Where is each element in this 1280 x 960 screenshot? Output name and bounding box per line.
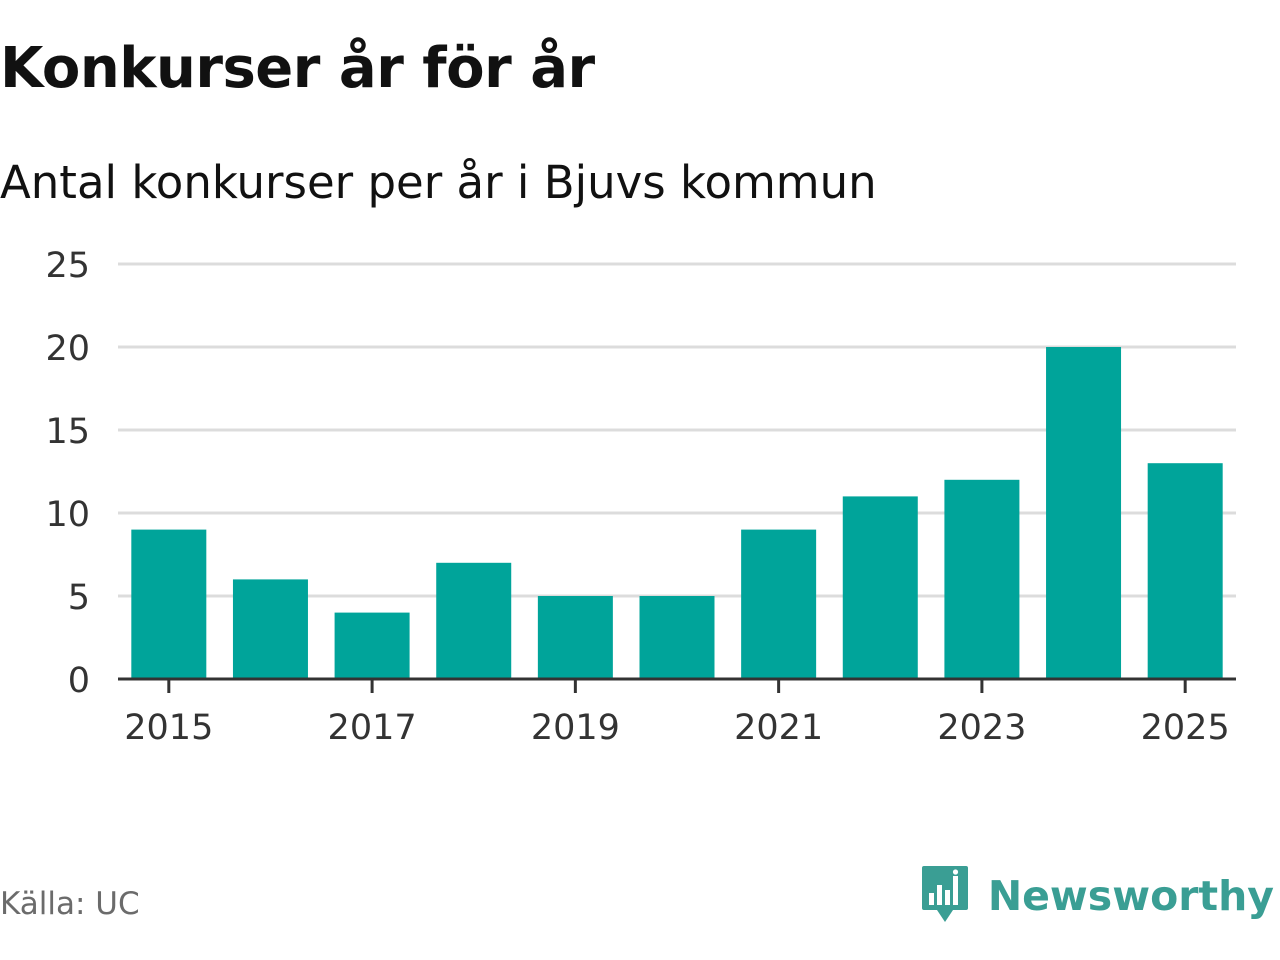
x-axis: 2015 2017 2019 2021 2023 2025 [118,677,1236,748]
newsworthy-logo-icon [920,864,970,928]
bar-2024 [1046,347,1122,679]
bars [131,347,1223,679]
y-tick-label: 5 [68,578,90,618]
y-axis-ticks: 0 5 10 15 20 25 [45,246,90,701]
x-tick-label: 2023 [937,708,1026,748]
bar-2016 [232,579,308,679]
brand-name: Newsworthy [987,872,1274,920]
y-tick-label: 25 [45,246,90,286]
bar-2022 [842,496,918,679]
x-tick-label: 2015 [124,708,213,748]
y-tick-label: 20 [45,329,90,369]
bar-2018 [436,562,512,679]
y-tick-label: 0 [68,661,90,701]
bar-2020 [639,596,715,679]
bar-2017 [334,612,410,679]
chart-subtitle: Antal konkurser per år i Bjuvs kommun [0,156,877,209]
brand: Newsworthy [920,866,1274,926]
bar-2023 [944,479,1020,679]
x-tick-label: 2021 [734,708,823,748]
y-tick-label: 10 [45,495,90,535]
source-label: Källa: UC [0,886,140,922]
bar-2015 [131,529,207,679]
x-tick-label: 2025 [1141,708,1230,748]
bar-2019 [537,596,613,679]
x-tick-label: 2019 [531,708,620,748]
bar-2025 [1147,463,1223,679]
y-tick-label: 15 [45,412,90,452]
chart-title: Konkurser år för år [0,36,595,101]
x-tick-label: 2017 [328,708,417,748]
bar-2021 [741,529,817,679]
